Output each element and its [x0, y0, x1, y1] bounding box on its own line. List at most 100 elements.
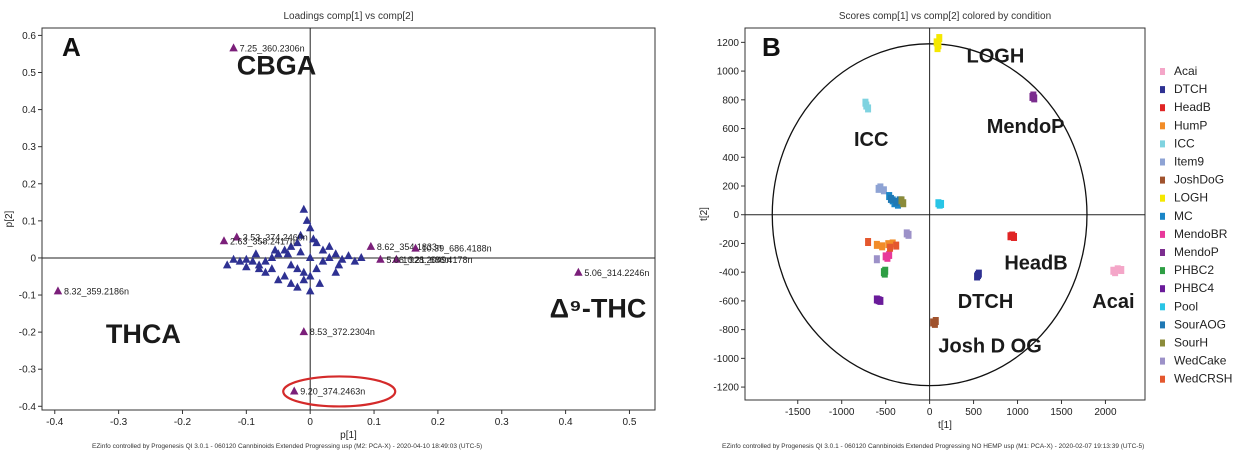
loading-point: [293, 238, 302, 247]
loading-point: [337, 254, 347, 263]
x-tick-label: -1000: [829, 407, 855, 418]
score-point-headb: [1009, 231, 1016, 240]
point-label: 10.39_686.4188n: [422, 244, 492, 254]
chart-title: Loadings comp[1] vs comp[2]: [283, 11, 413, 22]
score-point-dtch: [974, 271, 981, 280]
y-tick-label: -0.2: [19, 328, 37, 339]
x-tick-label: 0.4: [559, 417, 573, 428]
y-tick-label: 0: [733, 210, 739, 221]
legend-swatch: [1160, 158, 1165, 166]
x-tick-label: -0.3: [110, 417, 128, 428]
y-tick-label: -800: [719, 325, 739, 336]
score-point-mendop: [1030, 91, 1037, 100]
loading-point: [270, 245, 280, 254]
x-tick-label: -0.2: [174, 417, 192, 428]
loading-point: [325, 241, 334, 250]
compound-annotation: Δ⁹-THC: [550, 293, 647, 323]
loading-point: [305, 252, 315, 261]
x-tick-label: 2000: [1094, 407, 1117, 418]
legend-entry: JoshDoG: [1174, 173, 1224, 187]
y-tick-label: -0.4: [19, 402, 37, 413]
condition-annotation: Acai: [1092, 291, 1134, 313]
score-point-joshdog: [931, 319, 938, 328]
x-axis-label: t[1]: [938, 420, 952, 431]
score-point-wedcake: [905, 230, 912, 239]
point-label: 9.20_374.2463n: [300, 386, 365, 396]
x-tick-label: 500: [965, 407, 982, 418]
loading-point: [357, 252, 366, 261]
y-tick-label: 0: [30, 253, 36, 264]
legend-entry: SourAOG: [1174, 317, 1226, 331]
panel-label: A: [62, 32, 81, 62]
plot-frame: [744, 27, 1146, 401]
y-tick-label: -1200: [713, 383, 739, 394]
y-tick-label: 0.5: [22, 68, 36, 79]
loading-point: [296, 230, 305, 239]
x-tick-label: -0.4: [46, 417, 64, 428]
loading-point: [274, 275, 283, 284]
x-tick-label: -1500: [785, 407, 811, 418]
score-point-souraog: [893, 197, 900, 206]
y-tick-label: -0.3: [19, 365, 37, 376]
legend-entry: MC: [1174, 209, 1193, 223]
legend-swatch: [1160, 339, 1165, 347]
legend-entry: SourH: [1174, 336, 1208, 350]
loading-point: [312, 264, 321, 273]
loading-point: [318, 256, 328, 265]
loading-point: [299, 275, 309, 284]
loading-point: [331, 267, 340, 276]
loading-point: [283, 249, 293, 258]
score-point-acai: [1118, 266, 1125, 275]
legend-swatch: [1160, 212, 1165, 220]
condition-annotation: LOGH: [967, 45, 1025, 67]
loading-point: [318, 245, 328, 254]
score-point-hump: [879, 242, 886, 251]
point-label: 2.63_358.2417n: [230, 236, 295, 246]
point-label: 3.53_374.2460n: [243, 233, 308, 243]
y-tick-label: 0.6: [22, 31, 36, 42]
score-point-wedcrsh: [865, 238, 872, 247]
score-point-icc: [863, 101, 870, 110]
score-point-wedcrsh: [887, 243, 894, 252]
labeled-loading-point: [289, 386, 299, 395]
labeled-loading-point: [392, 254, 401, 263]
footer-text: EZinfo controlled by Progenesis QI 3.0.1…: [722, 443, 1144, 450]
y-tick-label: 400: [722, 153, 739, 164]
legend-swatch: [1160, 321, 1165, 329]
x-tick-label: 0.1: [367, 417, 381, 428]
labeled-loading-point: [229, 43, 238, 52]
score-point-wedcake: [873, 255, 880, 264]
score-point-wedcrsh: [893, 241, 900, 250]
loading-point: [242, 254, 251, 263]
condition-annotation: MendoP: [987, 116, 1065, 138]
score-point-pool: [936, 200, 943, 209]
y-tick-label: -0.1: [19, 291, 37, 302]
legend-swatch: [1160, 140, 1165, 148]
y-tick-label: -600: [719, 296, 739, 307]
legend-entry: ICC: [1174, 136, 1195, 150]
labeled-loading-point: [366, 241, 376, 250]
chart-title: Scores comp[1] vs comp[2] colored by con…: [839, 11, 1051, 22]
loading-point: [261, 267, 270, 276]
labeled-loading-point: [376, 254, 385, 263]
loading-point: [229, 254, 238, 263]
x-tick-label: -0.1: [238, 417, 256, 428]
loading-point: [261, 256, 270, 265]
labeled-loading-point: [299, 327, 309, 336]
legend-entry: DTCH: [1174, 82, 1207, 96]
labeled-loading-point: [574, 267, 583, 276]
condition-annotation: ICC: [854, 129, 888, 151]
y-tick-label: 0.1: [22, 216, 36, 227]
legend-entry: MendoP: [1174, 245, 1219, 259]
legend-swatch: [1160, 194, 1165, 202]
legend-entry: LOGH: [1174, 191, 1208, 205]
legend-swatch: [1160, 357, 1165, 365]
labeled-loading-point: [232, 232, 242, 241]
legend-entry: PHBC4: [1174, 281, 1214, 295]
score-point-phbc4: [875, 296, 882, 305]
legend-entry: WedCRSH: [1174, 372, 1232, 386]
x-tick-label: 0.3: [495, 417, 509, 428]
loadings-plot: Loadings comp[1] vs comp[2] -0.4 -0.3 -0.2 -…: [4, 11, 656, 450]
y-tick-label: 1200: [717, 38, 740, 49]
